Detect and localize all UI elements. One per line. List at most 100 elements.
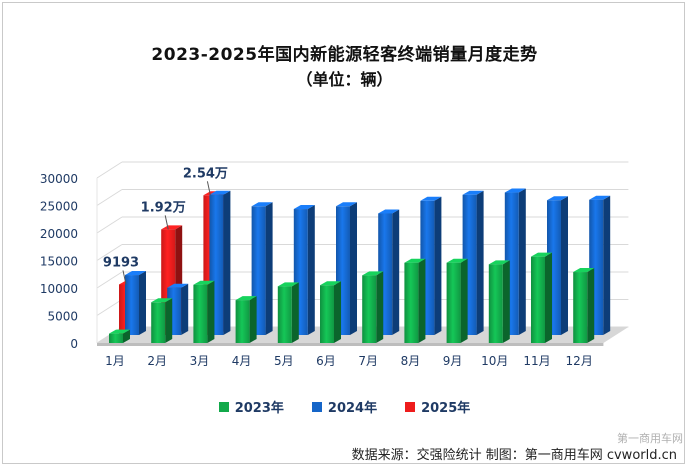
gridline-side-3	[96, 244, 123, 261]
bar-side-2023年-11月	[545, 252, 552, 343]
bar-top-2023年-1月	[109, 329, 130, 334]
legend-swatch-2025	[405, 401, 416, 412]
bar-top-2023年-6月	[320, 281, 341, 286]
bar-side-2024年-4月	[265, 202, 273, 335]
bar-side-2023年-3月	[207, 280, 215, 343]
bar-top-2023年-12月	[573, 268, 595, 273]
data-label-1: 1.92万	[141, 200, 186, 215]
legend-label-2024: 2024年	[327, 401, 378, 416]
gridline-side-1	[96, 299, 123, 316]
bar-top-2024年-3月	[209, 190, 231, 195]
bar-side-2023年-10月	[502, 260, 510, 343]
bar-top-2024年-9月	[462, 190, 484, 195]
legend-swatch-2024	[311, 401, 322, 412]
bar-top-2023年-2月	[151, 298, 173, 303]
bar-top-2023年-9月	[446, 258, 468, 263]
x-tick-label-10: 11月	[523, 354, 550, 368]
bar-top-2024年-8月	[420, 196, 442, 201]
bar-side-2024年-8月	[434, 196, 442, 335]
data-label-0: 9193	[103, 255, 139, 270]
bar-side-2024年-12月	[603, 195, 611, 335]
watermark: 第一商用车网	[617, 432, 683, 445]
bar-2023年-12月	[573, 272, 588, 343]
data-label-leader-1	[164, 215, 169, 230]
bar-top-2024年-1月	[125, 271, 146, 276]
y-tick-label-3: 15000	[40, 255, 78, 269]
legend: 2023年 2024年 2025年	[0, 397, 689, 416]
legend-label-2023: 2023年	[234, 401, 284, 416]
bar-side-2024年-9月	[476, 190, 484, 335]
bar-side-2024年-1月	[139, 271, 146, 335]
bar-side-2024年-5月	[307, 205, 315, 335]
bar-top-2023年-10月	[488, 260, 510, 265]
x-tick-label-8: 9月	[443, 354, 463, 368]
bar-2023年-3月	[193, 284, 208, 343]
bar-side-2023年-6月	[334, 281, 341, 343]
y-tick-label-1: 5000	[47, 310, 78, 324]
data-label-leader-0	[122, 270, 127, 285]
legend-item-2023: 2023年	[218, 397, 284, 416]
bar-side-2024年-2月	[181, 283, 189, 335]
bar-2023年-8月	[404, 262, 419, 343]
bar-side-2023年-2月	[165, 298, 173, 343]
bar-2023年-9月	[446, 262, 461, 343]
bar-2023年-4月	[235, 300, 250, 343]
chart-subtitle: （单位：辆）	[296, 70, 393, 89]
legend-item-2024: 2024年	[311, 397, 378, 416]
x-tick-label-7: 8月	[401, 354, 421, 368]
bar-top-2023年-3月	[193, 280, 215, 285]
bar-top-2024年-4月	[251, 202, 273, 207]
bar-top-2023年-4月	[235, 296, 257, 301]
bar-side-2024年-10月	[518, 188, 526, 335]
bar-2023年-11月	[531, 256, 545, 343]
bar-2023年-1月	[109, 333, 123, 343]
bar-2023年-6月	[320, 285, 334, 343]
x-tick-label-9: 10月	[481, 354, 508, 368]
y-tick-label-6: 30000	[40, 172, 78, 186]
bar-top-2024年-10月	[504, 188, 526, 193]
y-tick-label-2: 10000	[40, 282, 78, 296]
gridline-side-4	[96, 216, 123, 234]
x-tick-label-4: 5月	[274, 354, 294, 368]
bar-side-2023年-8月	[418, 258, 426, 343]
x-tick-label-2: 3月	[190, 354, 210, 368]
y-tick-label-5: 25000	[40, 200, 78, 214]
bar-top-2023年-5月	[277, 282, 299, 287]
gridline-side-6	[96, 161, 123, 179]
data-source: 数据来源：交强险统计 制图：第一商用车网 cvworld.cn	[351, 448, 677, 463]
bar-top-2023年-8月	[404, 258, 426, 263]
legend-swatch-2023	[218, 401, 229, 412]
bar-2023年-2月	[151, 302, 166, 343]
bar-side-2023年-1月	[123, 329, 130, 343]
chart-title: 2023-2025年国内新能源轻客终端销量月度走势	[151, 45, 538, 65]
bar-top-2024年-7月	[378, 209, 400, 214]
y-tick-label-0: 0	[70, 337, 78, 351]
x-tick-label-11: 12月	[566, 354, 593, 368]
bar-side-2023年-7月	[376, 271, 384, 343]
bar-top-2023年-7月	[362, 271, 384, 276]
bar-2023年-5月	[277, 286, 292, 343]
bar-2023年-10月	[488, 264, 503, 343]
y-tick-label-4: 20000	[40, 227, 78, 241]
data-label-2: 2.54万	[183, 166, 228, 181]
bar-side-2023年-12月	[587, 268, 595, 343]
x-tick-label-0: 1月	[105, 354, 125, 368]
legend-label-2025: 2025年	[421, 401, 471, 416]
bar-2023年-7月	[362, 275, 377, 343]
bar-top-2023年-11月	[531, 252, 552, 257]
x-tick-label-1: 2月	[147, 354, 167, 368]
x-tick-label-3: 4月	[232, 354, 252, 368]
bar-2024年-1月	[125, 275, 139, 335]
bar-top-2024年-12月	[589, 195, 611, 200]
bar-side-2024年-7月	[392, 209, 400, 335]
legend-item-2025: 2025年	[405, 397, 470, 416]
data-label-leader-2	[206, 181, 211, 196]
bar-side-2023年-5月	[291, 282, 299, 343]
bar-top-2024年-5月	[293, 205, 315, 210]
bar-side-2023年-4月	[249, 296, 257, 343]
bar-side-2024年-6月	[350, 202, 357, 335]
bar-top-2025年-2月	[161, 225, 183, 230]
bar-side-2024年-3月	[223, 190, 231, 335]
x-tick-label-5: 6月	[316, 354, 336, 368]
bar-side-2024年-11月	[561, 196, 568, 335]
